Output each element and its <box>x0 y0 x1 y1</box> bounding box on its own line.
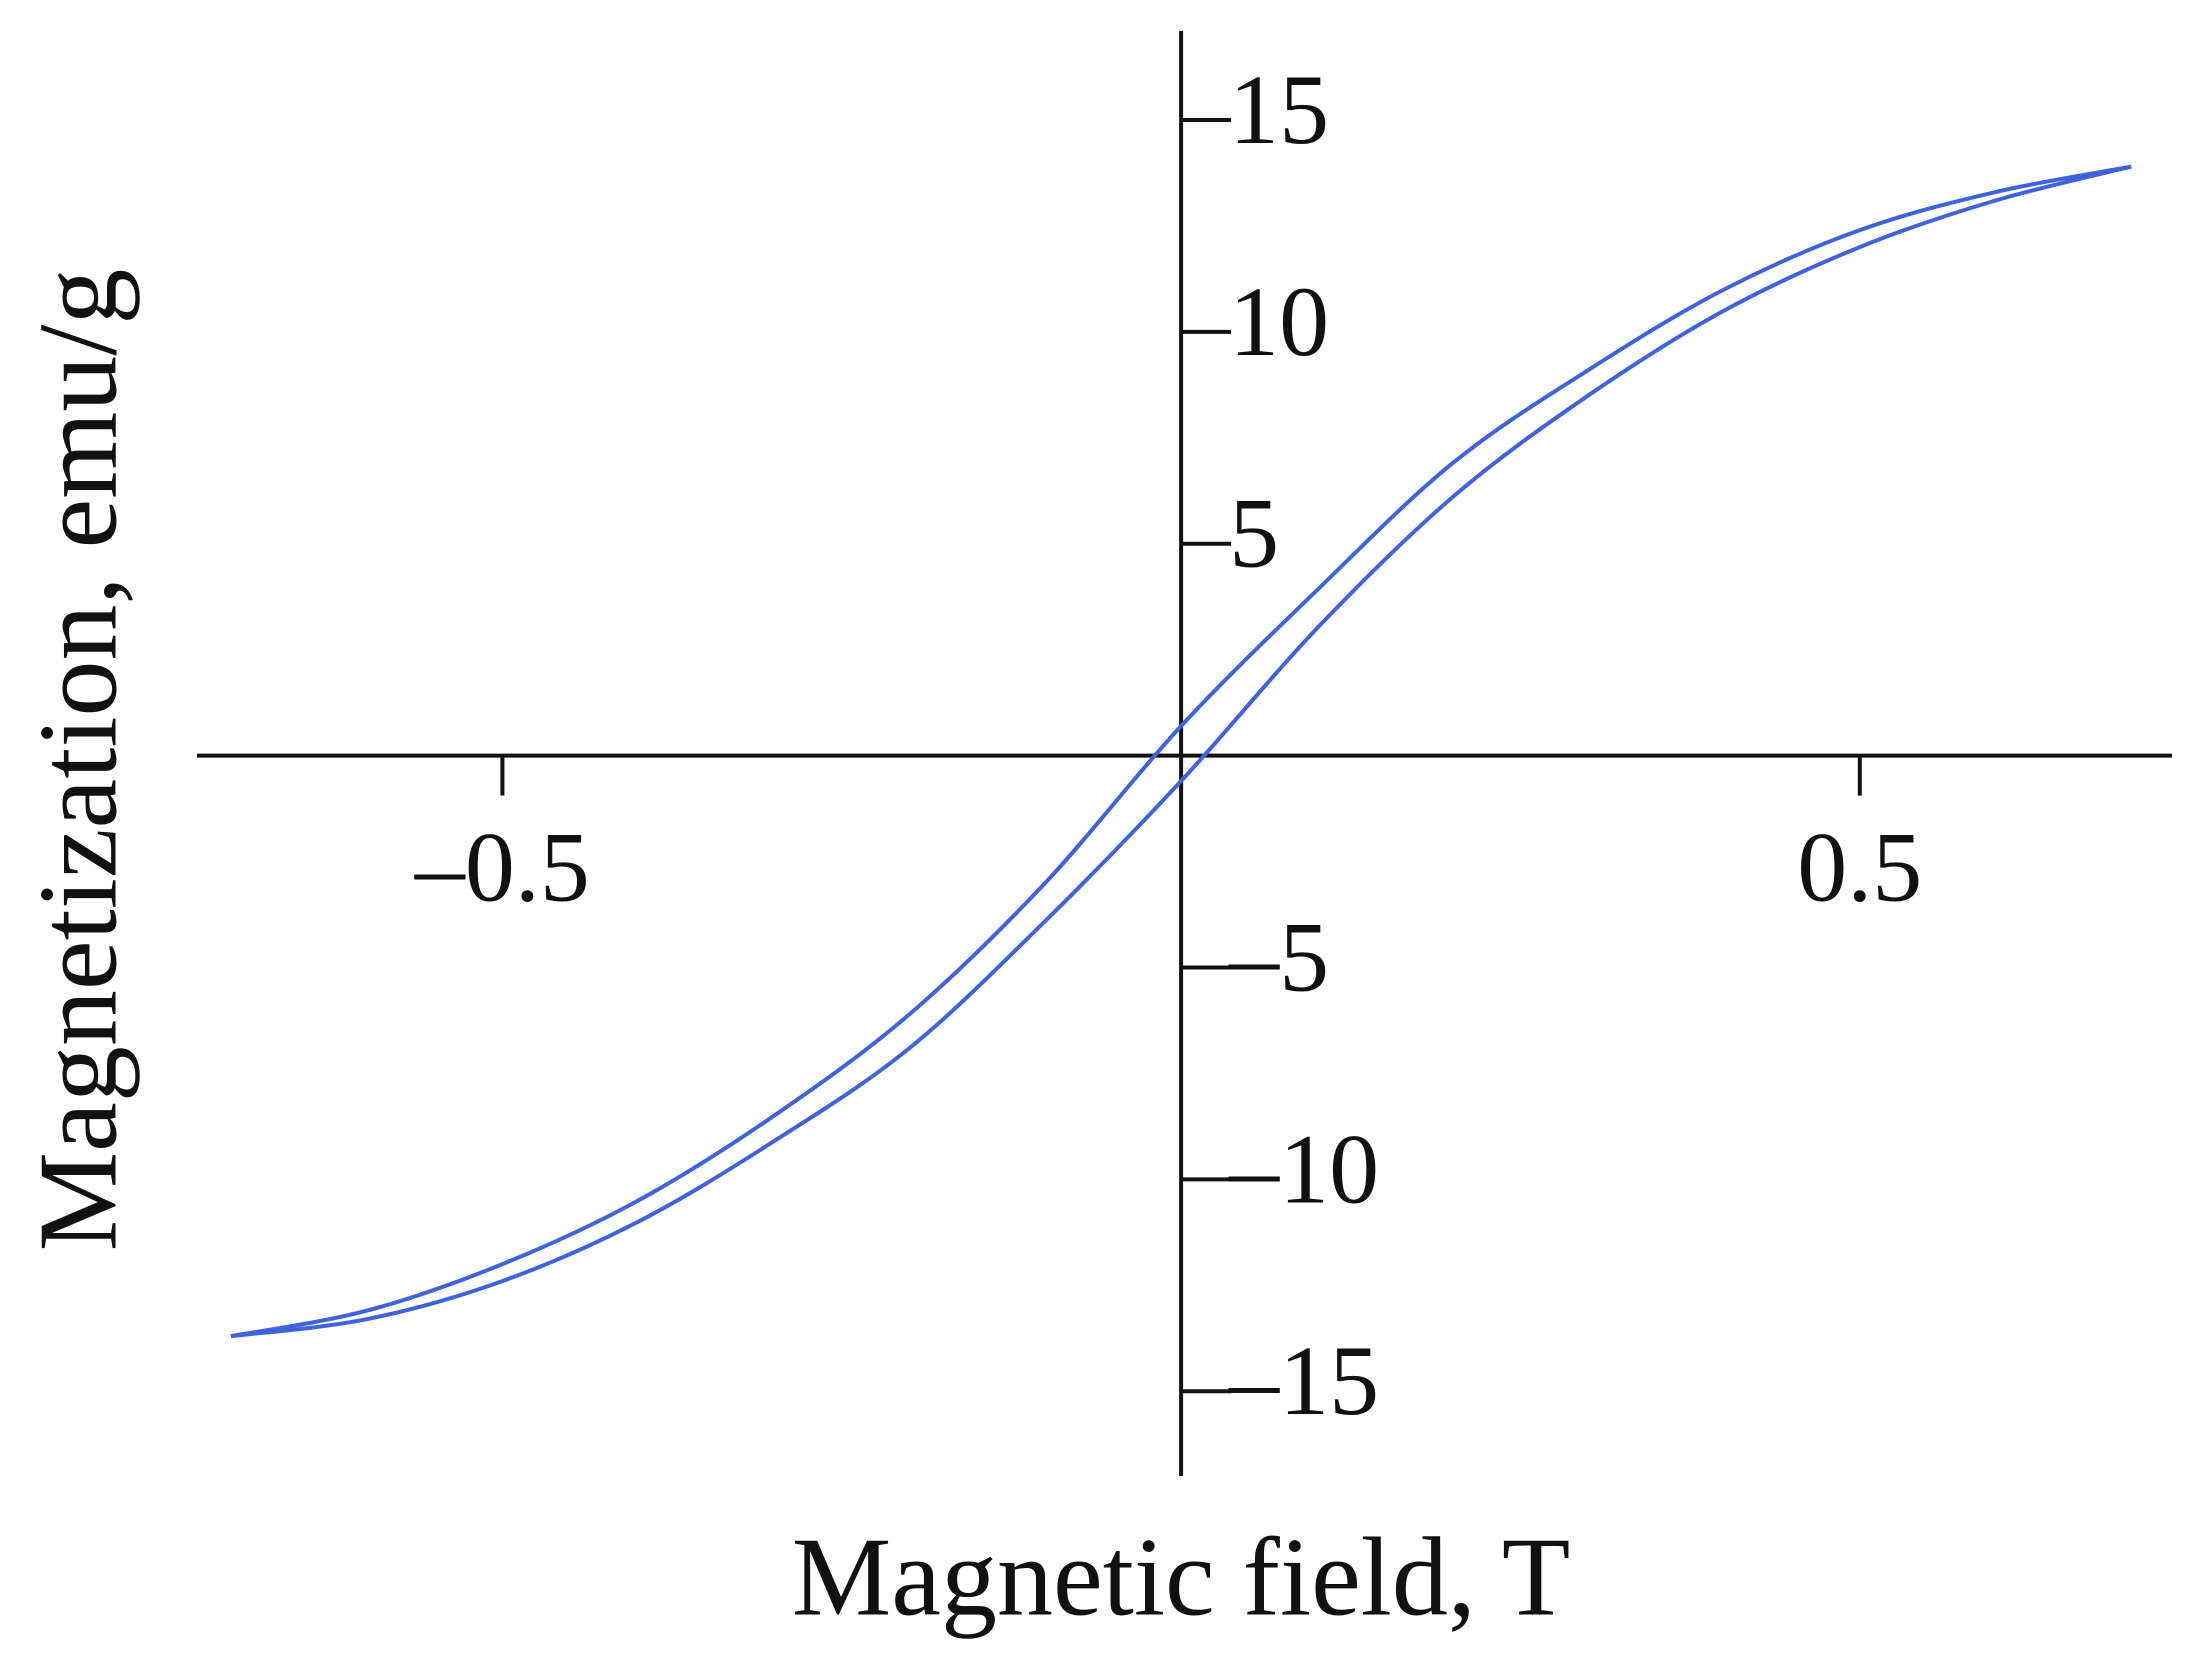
y-tick-label: 10 <box>1229 266 1329 377</box>
x-axis-title: Magnetic field, T <box>792 1516 1571 1640</box>
y-axis-title: Magnetization, emu/g <box>17 269 141 1252</box>
y-tick-label: –5 <box>1228 901 1329 1012</box>
data-line <box>230 164 2132 1339</box>
y-tick-label: 5 <box>1229 478 1279 589</box>
y-tick-label: –10 <box>1228 1113 1379 1224</box>
y-tick-label: 15 <box>1229 54 1329 165</box>
x-tick-label: –0.5 <box>414 812 590 923</box>
y-tick-label: –15 <box>1228 1325 1379 1436</box>
x-tick-label: 0.5 <box>1797 812 1922 923</box>
data-line <box>230 164 2132 1339</box>
